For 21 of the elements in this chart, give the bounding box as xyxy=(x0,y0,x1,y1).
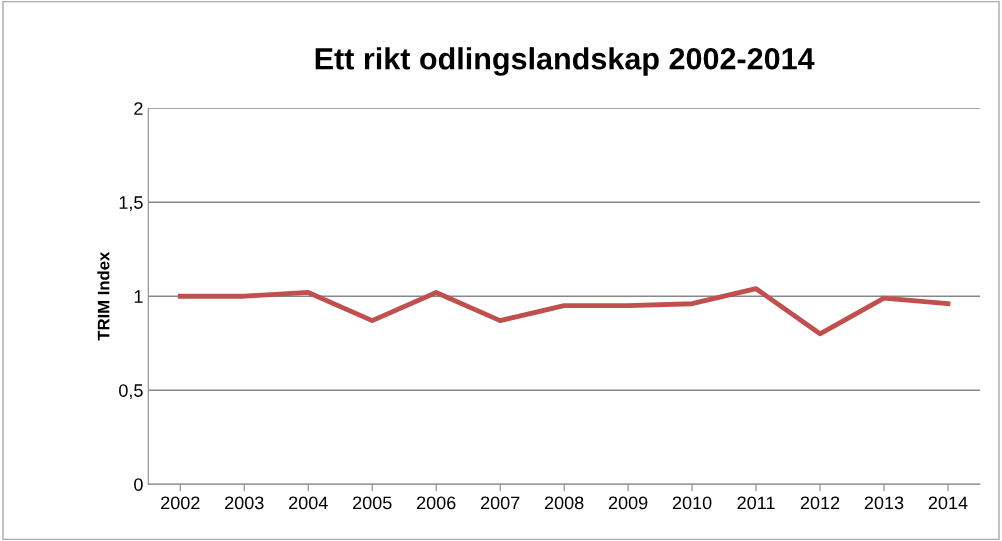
x-tick-label: 2003 xyxy=(225,496,264,510)
x-tick-label: 2007 xyxy=(480,496,520,510)
y-tick-label: 1,5 xyxy=(119,196,143,212)
x-tick-label: 2004 xyxy=(289,496,328,510)
x-tick-label: 2002 xyxy=(161,496,200,510)
y-tick-label: 0,5 xyxy=(119,384,143,400)
x-tick-label: 2014 xyxy=(928,496,968,510)
x-tick-label: 2006 xyxy=(417,496,456,510)
y-tick-label: 1 xyxy=(134,290,143,303)
x-tick-label: 2012 xyxy=(800,496,840,510)
x-tick-label: 2010 xyxy=(672,496,712,510)
x-tick-label: 2005 xyxy=(353,496,392,510)
x-tick-label: 2009 xyxy=(608,496,648,510)
x-tick-label: 2011 xyxy=(737,496,775,510)
y-axis-title: TRIM Index xyxy=(97,251,110,341)
y-tick-label: 0 xyxy=(134,478,143,491)
x-tick-label: 2008 xyxy=(544,496,584,510)
line-series xyxy=(177,286,951,337)
chart-title: Ett rikt odlingslandskap 2002-2014 xyxy=(315,47,815,76)
y-tick-label: 2 xyxy=(134,102,143,115)
x-tick-label: 2013 xyxy=(864,496,904,510)
